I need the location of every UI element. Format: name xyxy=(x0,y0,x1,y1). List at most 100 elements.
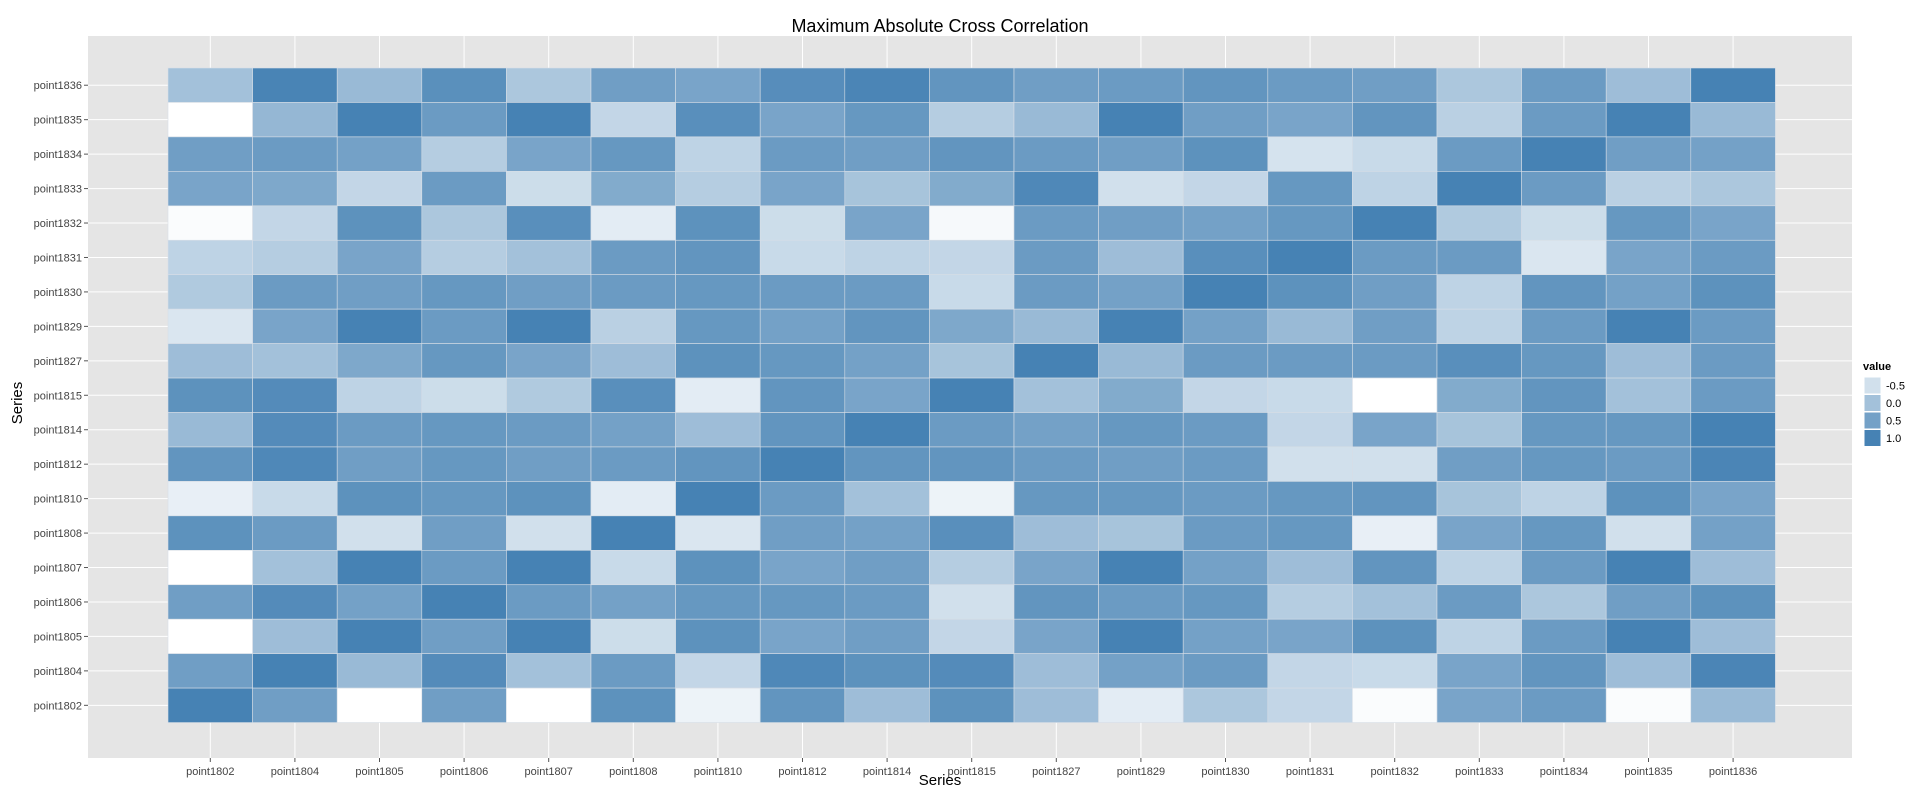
heatmap-cell xyxy=(1690,653,1776,689)
heatmap-cell xyxy=(506,239,592,276)
heatmap-cell xyxy=(1013,653,1099,689)
heatmap-cell xyxy=(1182,239,1269,276)
heatmap-cell xyxy=(167,308,253,344)
heatmap-cell xyxy=(167,687,253,723)
heatmap-cell xyxy=(1521,102,1607,138)
legend-label: 0.0 xyxy=(1886,398,1901,410)
heatmap-cell xyxy=(1521,205,1607,241)
heatmap-cell xyxy=(844,205,930,241)
heatmap-cell xyxy=(759,274,846,310)
heatmap-cell xyxy=(336,308,423,344)
heatmap-cell xyxy=(1098,274,1184,310)
heatmap-cell xyxy=(1605,171,1692,207)
heatmap-cell xyxy=(759,205,846,241)
heatmap-cell xyxy=(1352,239,1438,276)
heatmap-cell xyxy=(929,274,1015,310)
heatmap-cell xyxy=(1267,171,1353,207)
heatmap-cell xyxy=(844,412,930,448)
heatmap-cell xyxy=(590,687,676,723)
y-tick-label: point1805 xyxy=(34,631,82,643)
heatmap-cell xyxy=(1098,308,1184,344)
heatmap-cell xyxy=(1013,102,1099,138)
heatmap-cell xyxy=(1605,481,1692,517)
heatmap-cell xyxy=(1267,308,1353,344)
heatmap-cell xyxy=(929,446,1015,482)
heatmap-cell xyxy=(675,446,761,482)
heatmap-cell xyxy=(1182,549,1269,586)
heatmap-cell xyxy=(421,687,507,723)
heatmap-cell xyxy=(1267,239,1353,276)
heatmap-cell xyxy=(336,67,423,103)
heatmap-cell xyxy=(1267,412,1353,448)
heatmap-cell xyxy=(590,618,676,654)
heatmap-cell xyxy=(167,584,253,620)
heatmap-cell xyxy=(421,171,507,207)
heatmap-cell xyxy=(1690,171,1776,207)
heatmap-cell xyxy=(1098,102,1184,138)
heatmap-cell xyxy=(590,584,676,620)
y-tick-label: point1836 xyxy=(34,80,82,92)
heatmap-cell xyxy=(1352,102,1438,138)
y-tick-label: point1831 xyxy=(34,252,82,264)
heatmap-cell xyxy=(1605,687,1692,723)
heatmap-cell xyxy=(1690,446,1776,482)
chart-title: Maximum Absolute Cross Correlation xyxy=(791,16,1088,36)
heatmap-cell xyxy=(1352,171,1438,207)
heatmap-cell xyxy=(1182,205,1269,241)
x-tick-label: point1836 xyxy=(1709,766,1757,778)
x-tick-label: point1808 xyxy=(609,766,657,778)
legend-swatch xyxy=(1863,376,1882,395)
heatmap-cell xyxy=(1690,136,1776,172)
heatmap-cell xyxy=(1267,136,1353,172)
heatmap-cell xyxy=(506,308,592,344)
x-tick-label: point1832 xyxy=(1371,766,1419,778)
heatmap-cell xyxy=(590,171,676,207)
heatmap-cell xyxy=(506,515,592,551)
y-tick-label: point1814 xyxy=(34,425,82,437)
heatmap-cell xyxy=(167,343,253,379)
heatmap-cell xyxy=(506,481,592,517)
heatmap-cell xyxy=(1352,377,1438,413)
heatmap-cell xyxy=(336,102,423,138)
legend-label: 1.0 xyxy=(1886,433,1901,445)
heatmap-cell xyxy=(336,549,423,586)
heatmap-cell xyxy=(421,653,507,689)
heatmap-cell xyxy=(1267,481,1353,517)
heatmap-cell xyxy=(759,171,846,207)
heatmap-cell xyxy=(1521,584,1607,620)
heatmap-cell xyxy=(252,377,338,413)
heatmap-cell xyxy=(759,515,846,551)
heatmap-cell xyxy=(1098,618,1184,654)
heatmap-cell xyxy=(675,549,761,586)
y-tick-label: point1834 xyxy=(34,149,82,161)
heatmap-cell xyxy=(336,618,423,654)
heatmap-cell xyxy=(590,308,676,344)
heatmap-cell xyxy=(1013,618,1099,654)
heatmap-cell xyxy=(1352,687,1438,723)
heatmap-cell xyxy=(1690,67,1776,103)
heatmap-cell xyxy=(1436,136,1522,172)
heatmap-cell xyxy=(167,67,253,103)
heatmap-cell xyxy=(1352,205,1438,241)
heatmap-cell xyxy=(252,515,338,551)
y-tick-label: point1802 xyxy=(34,700,82,712)
heatmap-cell xyxy=(675,274,761,310)
heatmap-cell xyxy=(1182,67,1269,103)
heatmap-cell xyxy=(421,239,507,276)
x-tick-label: point1827 xyxy=(1032,766,1080,778)
heatmap-cell xyxy=(929,343,1015,379)
heatmap-cell xyxy=(1521,239,1607,276)
heatmap-cell xyxy=(675,102,761,138)
heatmap-cell xyxy=(844,584,930,620)
heatmap-cell xyxy=(1436,412,1522,448)
heatmap-cell xyxy=(506,653,592,689)
heatmap-cell xyxy=(1690,481,1776,517)
heatmap-cell xyxy=(336,377,423,413)
heatmap-cell xyxy=(1182,446,1269,482)
heatmap-cell xyxy=(1098,171,1184,207)
heatmap-cell xyxy=(1013,687,1099,723)
heatmap-cell xyxy=(167,618,253,654)
heatmap-cell xyxy=(1098,67,1184,103)
heatmap-cell xyxy=(929,102,1015,138)
x-tick-label: point1805 xyxy=(355,766,403,778)
